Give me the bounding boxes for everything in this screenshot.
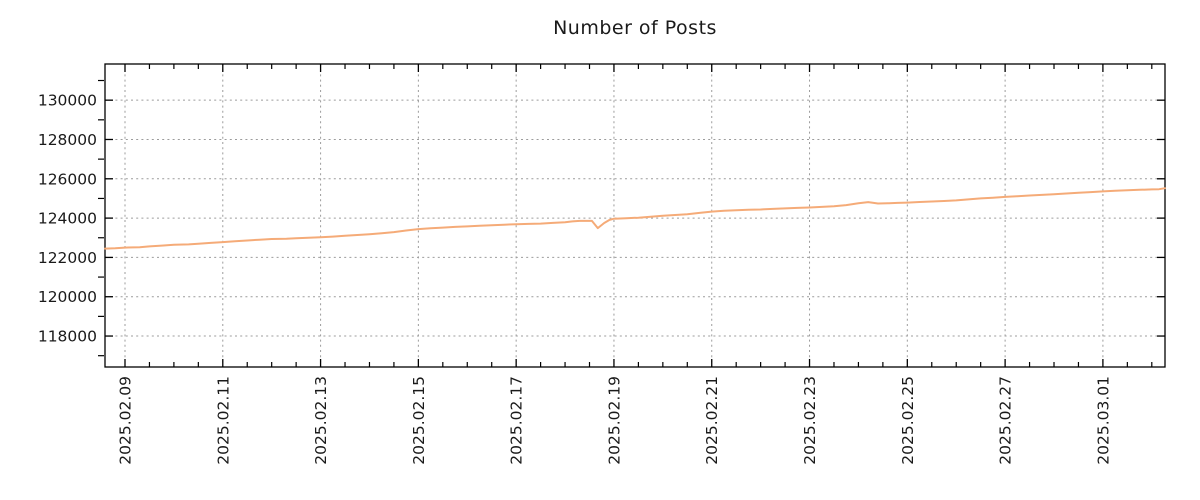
x-axis-tick-label: 2025.02.25	[899, 376, 917, 465]
x-axis-tick-label: 2025.02.21	[703, 376, 721, 465]
y-axis-tick-label: 130000	[38, 92, 97, 110]
x-axis-tick-label: 2025.02.23	[801, 376, 819, 465]
y-axis-tick-label: 128000	[38, 131, 97, 149]
x-axis-tick-label: 2025.02.13	[312, 376, 330, 465]
y-axis-tick-label: 120000	[38, 288, 97, 306]
x-axis-tick-label: 2025.02.19	[605, 376, 623, 465]
y-axis-tick-label: 124000	[38, 210, 97, 228]
x-axis-tick-label: 2025.02.15	[410, 376, 428, 465]
x-axis-tick-label: 2025.03.01	[1094, 376, 1112, 465]
chart-title: Number of Posts	[553, 17, 717, 39]
x-axis-tick-label: 2025.02.11	[214, 376, 232, 465]
x-axis-tick-label: 2025.02.27	[997, 376, 1015, 465]
y-axis-tick-label: 126000	[38, 170, 97, 188]
x-axis-tick-label: 2025.02.17	[508, 376, 526, 465]
y-axis-tick-label: 118000	[38, 328, 97, 346]
plot-border	[104, 63, 1166, 368]
series-line-number-of-posts	[104, 187, 1166, 250]
x-axis-tick-label: 2025.02.09	[116, 376, 134, 465]
y-axis-tick-label: 122000	[38, 249, 97, 267]
